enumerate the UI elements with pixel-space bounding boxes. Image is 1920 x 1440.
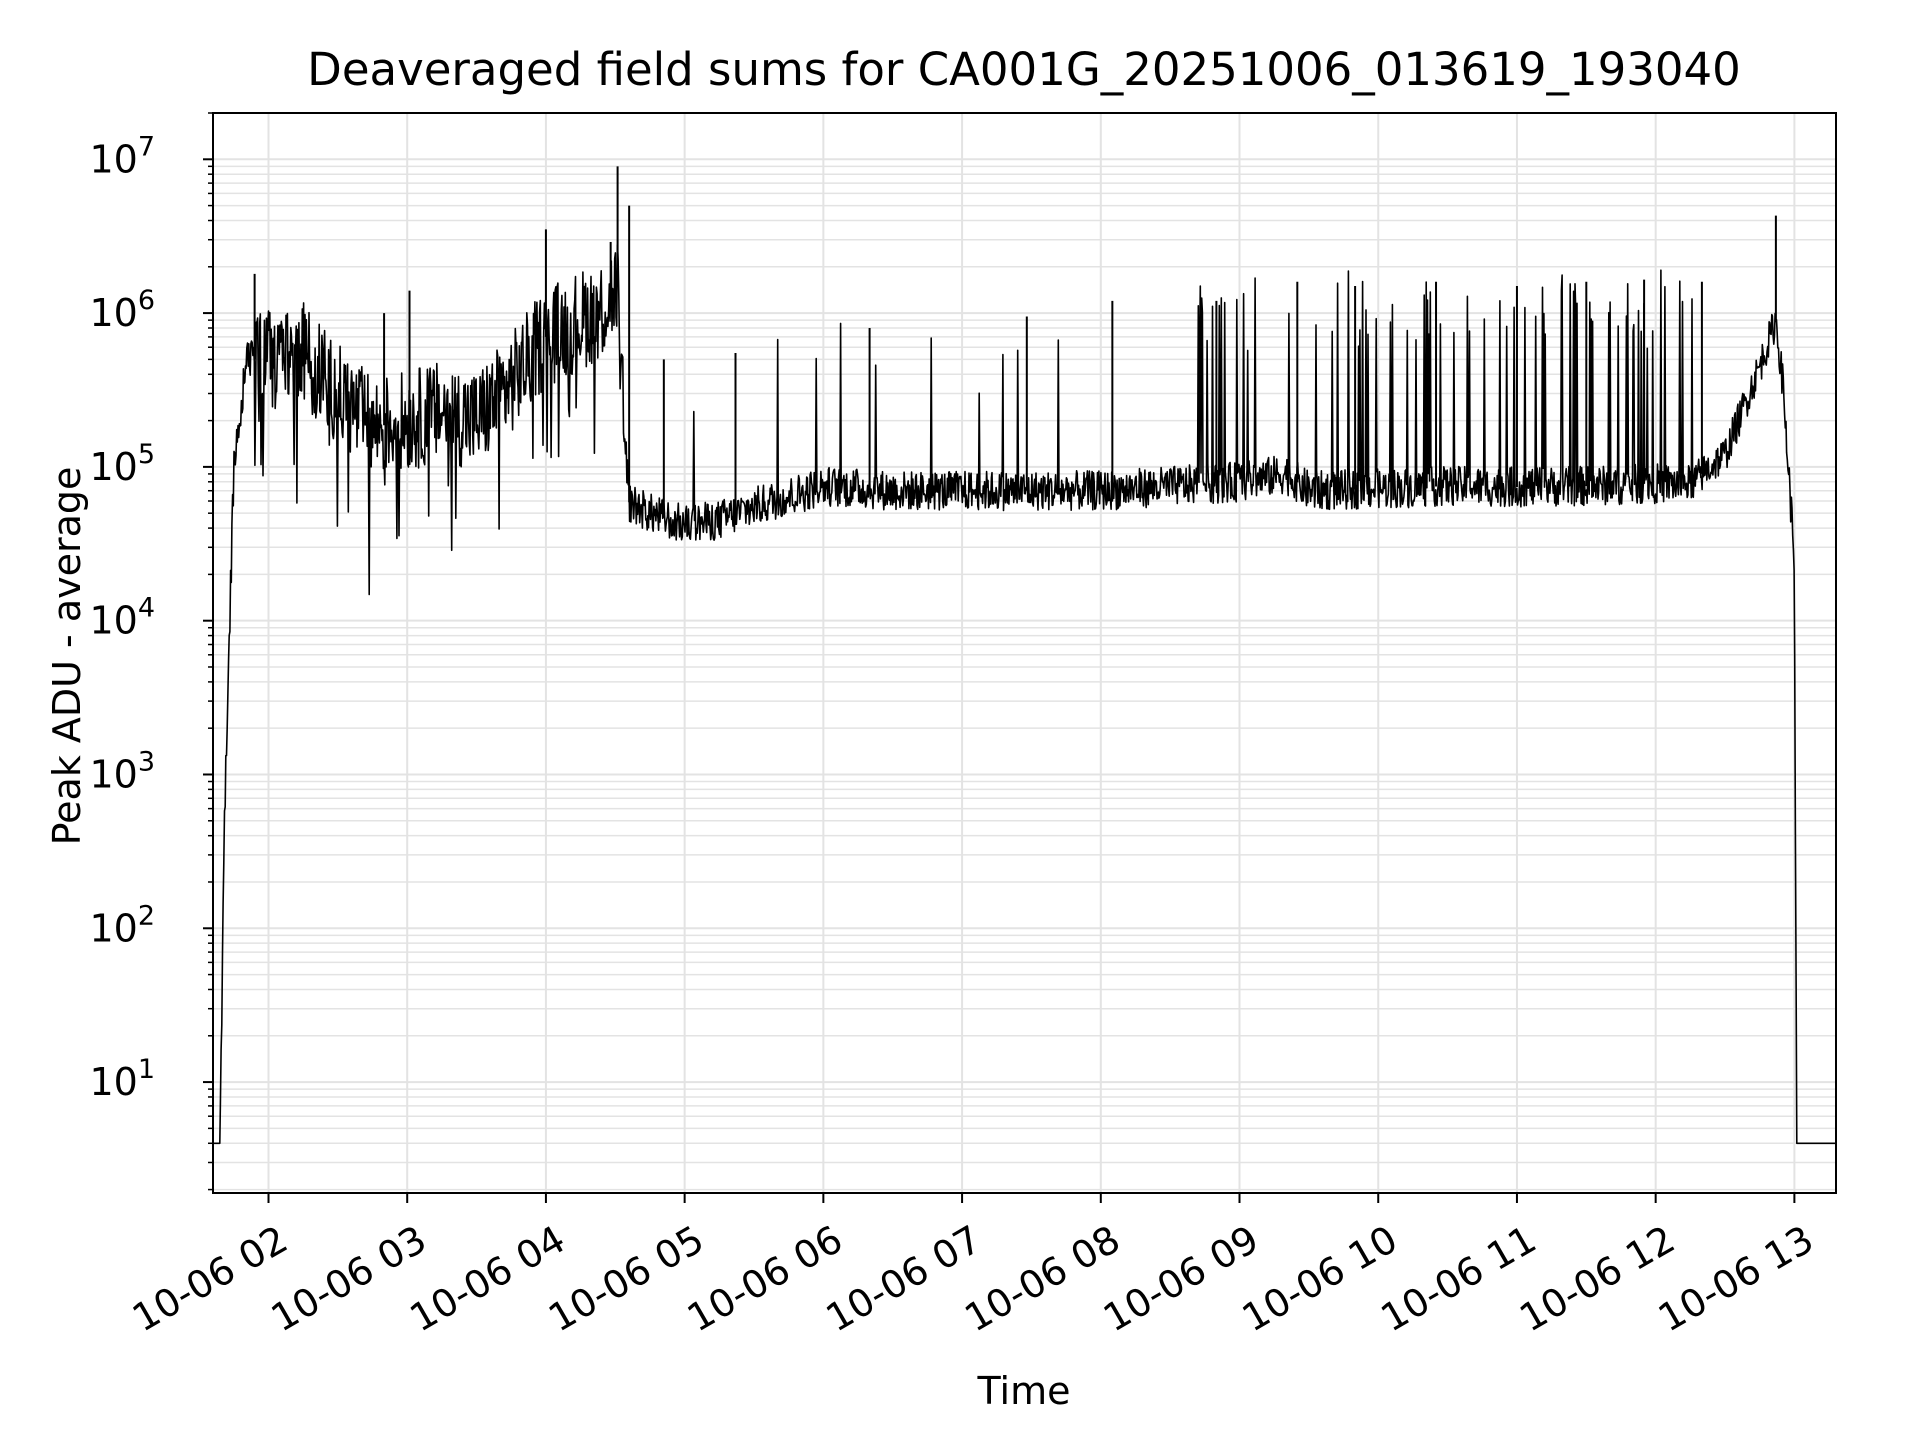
y-tick-label: 104: [89, 593, 155, 643]
grid: [213, 112, 1836, 1193]
y-axis-label: Peak ADU - average: [45, 467, 89, 846]
y-tick-label: 102: [89, 900, 155, 950]
series-line: [212, 244, 1837, 1145]
y-tick-label: 107: [89, 131, 155, 181]
axes-frame: [212, 112, 1837, 1194]
y-tick-label: 103: [89, 746, 155, 796]
y-tick-label: 106: [89, 285, 155, 335]
plot-area: [212, 166, 1837, 1145]
y-tick-label: 101: [89, 1054, 155, 1104]
y-tick-label: 105: [89, 439, 155, 489]
x-axis-label: Time: [977, 1369, 1071, 1413]
chart-title: Deaveraged field sums for CA001G_2025100…: [307, 43, 1741, 96]
